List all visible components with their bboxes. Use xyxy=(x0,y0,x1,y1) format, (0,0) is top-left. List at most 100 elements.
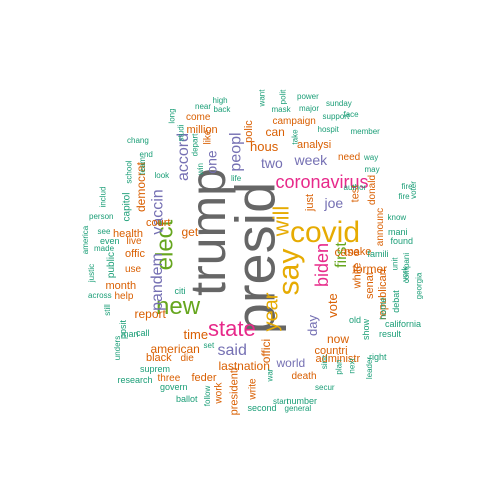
word-week-18: week xyxy=(294,152,328,168)
word-school-131: school xyxy=(124,160,134,184)
word-york-100: york xyxy=(400,266,410,282)
word-live-57: live xyxy=(126,236,142,247)
word-team-130: team xyxy=(137,157,147,175)
word-follow-86: follow xyxy=(203,385,213,407)
word-will-6: will xyxy=(267,205,293,237)
word-offic-47: offic xyxy=(125,247,145,260)
word-countri-44: countri xyxy=(314,344,348,357)
word-voter-99: voter xyxy=(408,181,418,199)
word-win-126: win xyxy=(196,162,206,176)
word-general-89: general xyxy=(284,404,312,413)
word-peopl-11: peopl xyxy=(227,132,245,172)
word-use-56: use xyxy=(125,264,142,275)
word-major-114: major xyxy=(299,104,320,113)
word-come-60: come xyxy=(186,112,211,123)
word-need-62: need xyxy=(338,152,361,163)
word-pandem-13: pandem xyxy=(148,253,166,311)
word-set-141: set xyxy=(203,341,215,350)
word-three-67: three xyxy=(157,373,181,384)
word-show-76: show xyxy=(360,318,371,340)
word-month-42: month xyxy=(105,279,137,292)
word-hous-21: hous xyxy=(250,138,279,154)
word-way-107: way xyxy=(364,153,379,162)
word-across-138: across xyxy=(88,291,112,300)
word-administr-43: administr xyxy=(315,352,361,365)
word-america-134: america xyxy=(81,225,91,255)
word-black-49: black xyxy=(146,351,172,364)
word-even-70: even xyxy=(100,235,120,246)
word-depart-125: depart xyxy=(189,133,199,157)
word-suprem-82: suprem xyxy=(140,363,171,374)
word-health-41: health xyxy=(113,227,143,240)
word-face-111: face xyxy=(343,110,359,119)
word-includ-132: includ xyxy=(97,186,107,208)
word-studi-124: studi xyxy=(175,124,185,142)
word-next-104: next xyxy=(347,358,357,374)
word-die-58: die xyxy=(180,353,194,364)
word-work-64: work xyxy=(213,382,225,404)
word-like-59: like xyxy=(202,129,214,145)
word-fire-144: fire xyxy=(398,192,410,201)
word-mask-115: mask xyxy=(271,105,291,114)
word-war-142: war xyxy=(264,368,274,382)
word-world-33: world xyxy=(276,356,306,370)
word-time-23: time xyxy=(183,326,209,342)
word-person-133: person xyxy=(89,212,114,221)
word-feder-50: feder xyxy=(191,371,217,384)
word-still-139: still xyxy=(102,304,112,316)
word-long-123: long xyxy=(167,108,177,124)
word-mani-75: mani xyxy=(388,226,408,237)
word-write-65: write xyxy=(247,378,259,400)
word-help-54: help xyxy=(114,291,134,302)
word-author-106: author xyxy=(343,183,367,192)
word-can-29: can xyxy=(265,125,285,139)
word-said-15: said xyxy=(217,342,247,359)
word-georgia-96: georgia xyxy=(413,272,423,300)
word-year-8: year xyxy=(259,292,282,332)
word-biden-10: biden xyxy=(312,242,333,288)
word-may-108: may xyxy=(364,165,380,174)
word-case-31: case xyxy=(334,245,360,259)
word-right-93: right xyxy=(369,351,387,362)
word-see-135: see xyxy=(97,227,111,236)
word-old-77: old xyxy=(349,314,362,325)
word-sunday-113: sunday xyxy=(326,99,352,108)
word-made-136: made xyxy=(94,244,115,253)
word-know-101: know xyxy=(387,213,407,222)
word-court-52: court xyxy=(146,216,171,229)
word-now-30: now xyxy=(327,332,350,346)
word-power-116: power xyxy=(297,92,319,101)
word-two-19: two xyxy=(261,155,283,171)
word-want-118: want xyxy=(256,89,266,107)
word-polic-48: polic xyxy=(242,119,255,143)
word-polit-117: polit xyxy=(277,89,287,105)
word-chang-128: chang xyxy=(127,136,149,145)
word-debat-74: debat xyxy=(390,289,401,313)
word-day-22: day xyxy=(304,314,320,336)
word-just-36: just xyxy=(303,193,316,211)
word-unit-102: unit xyxy=(389,257,399,271)
word-member-109: member xyxy=(350,127,380,136)
word-research-84: research xyxy=(117,374,153,385)
word-life-127: life xyxy=(231,174,242,183)
word-secur-91: secur xyxy=(315,383,335,392)
word-vote-24: vote xyxy=(324,292,340,318)
word-white-39: white xyxy=(351,262,364,288)
word-found-71: found xyxy=(390,235,414,246)
word-lastnation-34: lastnation xyxy=(218,359,270,373)
word-report-27: report xyxy=(134,307,166,321)
word-campaign-61: campaign xyxy=(272,116,316,127)
word-ballot-85: ballot xyxy=(176,393,198,404)
word-california-95: california xyxy=(385,318,422,329)
word-senat-53: senat xyxy=(363,271,376,299)
word-sinc-105: sinc xyxy=(320,354,330,370)
word-back-120: back xyxy=(213,105,231,114)
word-call-78: call xyxy=(136,327,150,338)
word-announc-55: announc xyxy=(375,207,387,247)
word-fire-98: fire xyxy=(401,182,413,191)
word-donald-63: donald xyxy=(367,174,379,206)
word-say-3: say xyxy=(271,248,305,296)
word-plan-103: plan xyxy=(334,359,344,375)
word-analysi-38: analysi xyxy=(297,138,332,151)
